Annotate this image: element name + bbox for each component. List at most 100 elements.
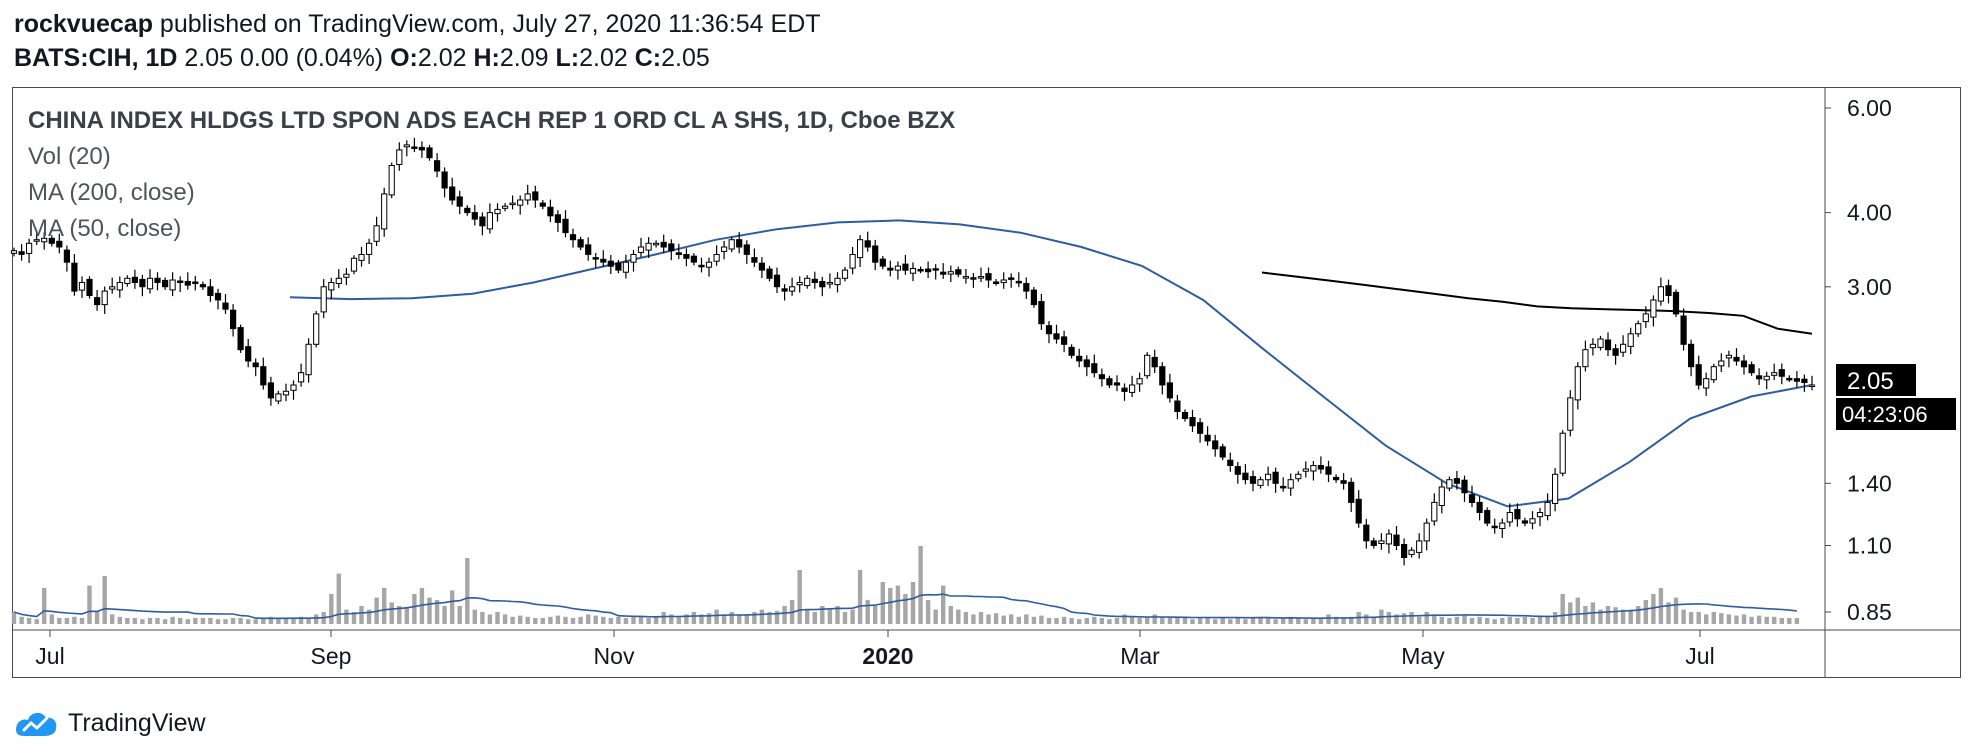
volume-bar [185, 619, 190, 624]
candle-body [1748, 364, 1755, 374]
volume-bar [200, 618, 206, 624]
candle [350, 255, 358, 275]
ma50-line [289, 219, 1813, 508]
candle-body [1408, 549, 1415, 555]
volume-bar [1469, 618, 1475, 624]
candle-body [690, 255, 697, 263]
time-axis[interactable]: Jul Sep Nov 2020 Mar May Jul [35, 630, 1715, 669]
volume-bar [1386, 612, 1392, 624]
candle-body [1453, 478, 1461, 484]
time-tick-label: Jul [35, 643, 64, 669]
candle [1287, 473, 1294, 496]
candle [917, 266, 924, 274]
price-tick-label: 1.10 [1847, 533, 1892, 559]
tradingview-brand[interactable]: TradingView [14, 706, 206, 740]
candle-body [985, 273, 992, 281]
legend-vol[interactable]: Vol (20) [28, 143, 111, 170]
candle [826, 273, 833, 289]
volume-bar [1688, 612, 1694, 624]
volume-bar [1303, 619, 1308, 624]
candle-body [426, 147, 433, 159]
volume-bar [1409, 612, 1414, 624]
candle-body [879, 258, 886, 267]
price-axis[interactable]: 6.00 4.00 3.00 1.40 1.10 0.85 [1825, 95, 1892, 625]
candle [804, 275, 811, 289]
candle [139, 274, 146, 297]
candle [1484, 507, 1491, 527]
candle [1197, 418, 1204, 443]
volume-bar [1288, 616, 1293, 624]
volume-bar [1620, 609, 1626, 624]
volume-bar [1137, 618, 1142, 624]
volume-bar [49, 614, 54, 624]
volume-bar [835, 606, 840, 624]
candle [1340, 473, 1347, 490]
candle-body [977, 276, 985, 279]
candle-body [1725, 354, 1733, 359]
candle-body [970, 277, 977, 280]
volume-bar [1228, 619, 1233, 624]
volume-bar [1756, 615, 1762, 624]
volume-bar [1182, 618, 1188, 624]
candle [1597, 335, 1604, 351]
volume-bar [1099, 618, 1105, 624]
candle [637, 237, 645, 258]
price-tick-label: 4.00 [1847, 200, 1892, 226]
volume-bar [729, 612, 734, 624]
candle [1355, 490, 1362, 528]
volume-bar [1726, 614, 1732, 624]
volume-bar [487, 614, 493, 624]
candle-body [1657, 286, 1665, 302]
candle-body [1786, 377, 1793, 381]
candle-body [33, 239, 40, 242]
volume-bar [1575, 597, 1580, 624]
high-label: H: [473, 44, 500, 72]
candle [237, 324, 244, 353]
candle [690, 253, 697, 266]
candle-body [1544, 501, 1551, 517]
candle [1544, 493, 1551, 521]
candle [1446, 476, 1453, 492]
candle [403, 140, 410, 157]
volume-bar [1250, 618, 1256, 624]
volume-bar [1054, 618, 1059, 624]
candle-body [1650, 299, 1657, 318]
candle [1718, 353, 1725, 372]
candle [131, 269, 139, 289]
legend-ma200[interactable]: MA (200, close) [28, 179, 195, 206]
candle-body [1083, 359, 1090, 368]
volume-bar [1454, 616, 1460, 624]
author-name[interactable]: rockvuecap [14, 10, 153, 38]
volume-bar [1613, 607, 1618, 624]
candle-body [139, 278, 146, 288]
legend-ma50[interactable]: MA (50, close) [28, 215, 182, 242]
candle [1657, 277, 1665, 306]
volume-bar [336, 573, 341, 624]
candle-body [464, 207, 471, 214]
candle-body [1793, 378, 1801, 382]
candle [1642, 306, 1649, 328]
candle-body [1461, 479, 1468, 494]
candle [1672, 289, 1680, 317]
candle-body [1620, 343, 1627, 353]
volume-bar [359, 606, 364, 624]
close-value: 2.05 [661, 44, 710, 72]
candle [1778, 363, 1785, 385]
candle [985, 267, 992, 288]
candle [562, 210, 569, 238]
candle [781, 284, 788, 301]
volume-bar [903, 594, 908, 624]
candle-body [1272, 471, 1279, 484]
candle [1257, 476, 1264, 489]
candle [381, 187, 388, 237]
volume-bar [1651, 594, 1656, 624]
volume-bar [457, 606, 462, 624]
candle [1756, 368, 1763, 385]
volume-bar [1243, 619, 1248, 624]
price-chart[interactable]: 6.00 4.00 3.00 1.40 1.10 0.85 Jul Sep Nov 2020 Ma… [0, 0, 1974, 700]
candle [517, 195, 524, 215]
volume-bar [1265, 618, 1271, 624]
candle-body [743, 244, 750, 255]
volume-bar [397, 606, 402, 624]
candle [252, 358, 259, 377]
